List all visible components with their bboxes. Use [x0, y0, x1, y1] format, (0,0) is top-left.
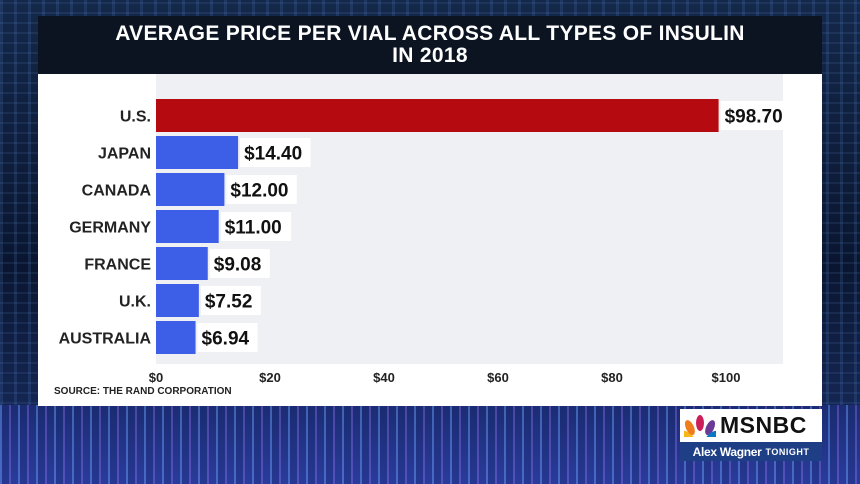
network-name: MSNBC: [720, 412, 807, 438]
chart-title-line-1: AVERAGE PRICE PER VIAL ACROSS ALL TYPES …: [115, 22, 745, 45]
value-label: $14.40: [244, 144, 302, 165]
source-note: SOURCE: THE RAND CORPORATION: [54, 386, 232, 397]
bar-us: [156, 99, 719, 132]
category-label: AUSTRALIA: [59, 331, 152, 348]
show-banner: Alex Wagner TONIGHT: [680, 442, 822, 461]
peacock-icon: [684, 415, 716, 437]
chart-title-line-2: IN 2018: [392, 44, 468, 67]
bar-australia: [156, 321, 196, 354]
bar-france: [156, 247, 208, 280]
chart-panel: U.S. $98.70 JAPAN $14.40 CANADA $12.00 GERMANY…: [38, 74, 822, 406]
x-tick-label: $40: [373, 370, 395, 385]
value-label: $98.70: [725, 107, 783, 128]
bar-canada: [156, 173, 225, 206]
value-label: $11.00: [225, 218, 282, 239]
x-tick-label: $20: [259, 370, 281, 385]
bar-germany: [156, 210, 219, 243]
value-label: $6.94: [202, 329, 250, 350]
value-label-box: [220, 212, 292, 241]
show-tag: TONIGHT: [765, 446, 810, 457]
show-name: Alex Wagner: [692, 444, 762, 459]
value-label-box: [240, 138, 311, 167]
bar-chart: U.S. $98.70 JAPAN $14.40 CANADA $12.00 GERMANY…: [59, 74, 791, 385]
category-label: JAPAN: [98, 146, 151, 163]
category-label: CANADA: [82, 183, 152, 200]
category-label: FRANCE: [84, 257, 151, 274]
value-label: $7.52: [205, 292, 253, 313]
bar-japan: [156, 136, 239, 169]
x-tick-label: $60: [487, 370, 509, 385]
network-logo: MSNBC Alex Wagner TONIGHT: [680, 409, 822, 461]
title-band: AVERAGE PRICE PER VIAL ACROSS ALL TYPES …: [38, 16, 822, 74]
category-label: U.K.: [119, 294, 151, 311]
value-label-box: [226, 175, 297, 204]
x-tick-label: $100: [712, 370, 741, 385]
value-label-box: [197, 323, 258, 352]
x-tick-label: $80: [601, 370, 623, 385]
x-tick-label: $0: [149, 370, 163, 385]
value-label: $12.00: [230, 181, 288, 202]
category-label: GERMANY: [69, 220, 151, 237]
value-label-box: [720, 101, 791, 130]
value-label-box: [200, 286, 261, 315]
value-label-box: [209, 249, 270, 278]
category-label: U.S.: [120, 109, 151, 126]
value-label: $9.08: [214, 255, 262, 276]
bar-uk: [156, 284, 199, 317]
